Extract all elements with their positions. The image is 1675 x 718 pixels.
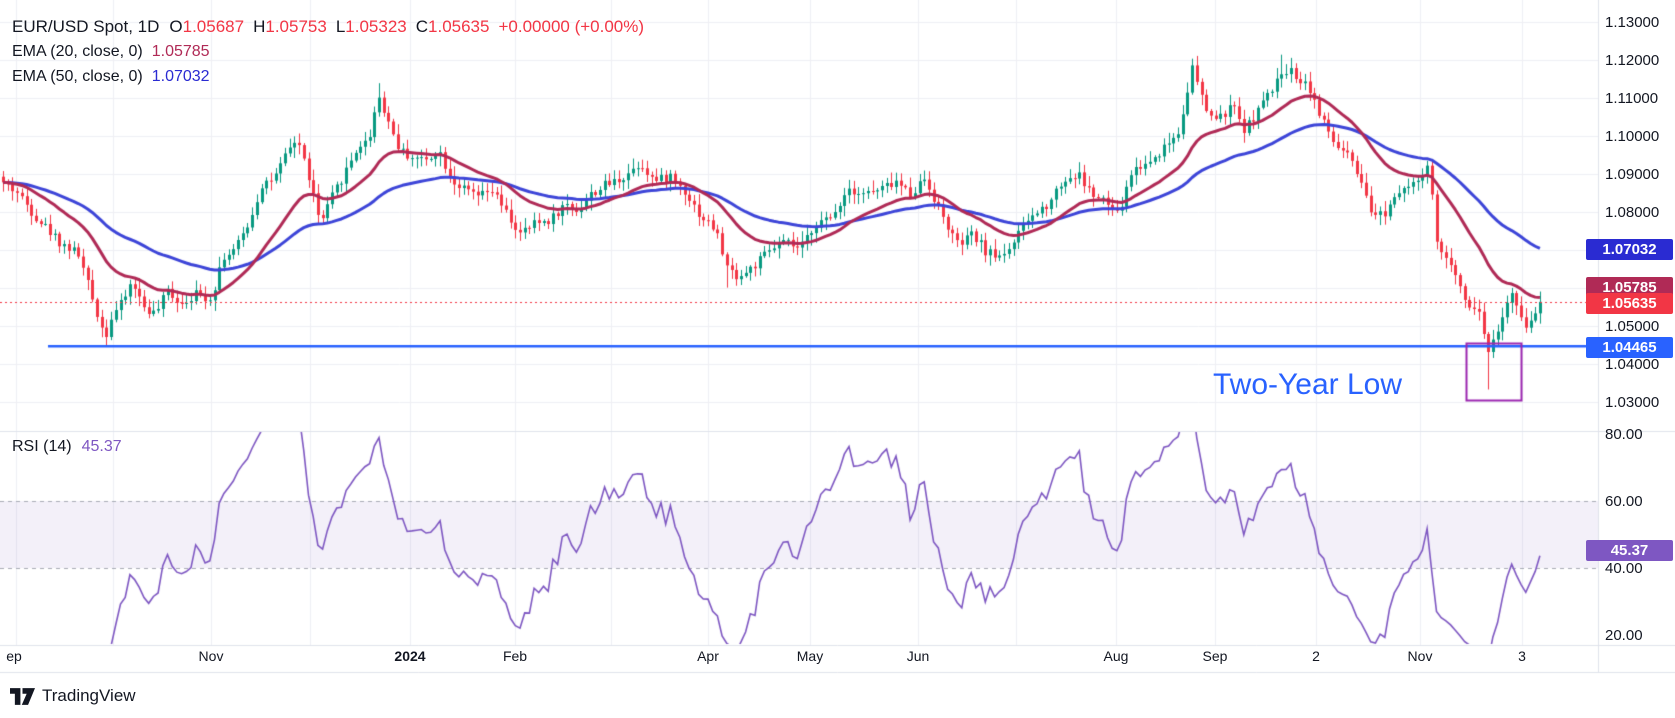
symbol-title[interactable]: EUR/USD Spot, 1D bbox=[12, 16, 160, 36]
price-axis-label: 1.04000 bbox=[1605, 356, 1660, 373]
price-axis-label: 1.08000 bbox=[1605, 204, 1660, 221]
time-axis-label: Jun bbox=[906, 648, 930, 664]
price-axis-label: 1.10000 bbox=[1605, 128, 1660, 145]
chart-plot-area[interactable] bbox=[0, 0, 1675, 676]
time-axis-label: May bbox=[796, 648, 824, 664]
time-axis-label: Sep bbox=[1202, 648, 1228, 664]
tradingview-logo[interactable]: TradingView bbox=[10, 686, 136, 706]
rsi-axis-label: 80.00 bbox=[1605, 426, 1643, 443]
price-badge-1.07032: 1.07032 bbox=[1586, 239, 1673, 260]
indicator-row-ema20[interactable]: EMA (20, close, 0) 1.05785 bbox=[12, 39, 644, 64]
price-badge-1.05635: 1.05635 bbox=[1586, 293, 1673, 314]
tradingview-logo-text: TradingView bbox=[42, 686, 136, 705]
price-axis-label: 1.13000 bbox=[1605, 14, 1660, 31]
price-axis-label: 1.11000 bbox=[1605, 90, 1659, 107]
symbol-title-row[interactable]: EUR/USD Spot, 1D O1.05687 H1.05753 L1.0532… bbox=[12, 14, 644, 39]
time-axis-label: Feb bbox=[502, 648, 528, 664]
time-axis-label: 2024 bbox=[394, 648, 426, 664]
price-axis-label: 1.09000 bbox=[1605, 166, 1660, 183]
time-axis-label: ep bbox=[6, 648, 22, 664]
rsi-axis-label: 60.00 bbox=[1605, 493, 1643, 510]
tradingview-logo-icon bbox=[10, 687, 35, 705]
symbol-legend: EUR/USD Spot, 1D O1.05687 H1.05753 L1.0532… bbox=[12, 14, 644, 89]
time-axis-label: 3 bbox=[1518, 648, 1526, 664]
ohlc-c: C1.05635 bbox=[415, 16, 490, 36]
time-axis-label: Nov bbox=[1407, 648, 1433, 664]
rsi-value: 45.37 bbox=[81, 438, 122, 455]
rsi-axis-label: 40.00 bbox=[1605, 560, 1643, 577]
rsi-legend[interactable]: RSI (14) 45.37 bbox=[12, 438, 122, 456]
ema50-name: EMA (50, close, 0) bbox=[12, 67, 143, 85]
ohlc-h: H1.05753 bbox=[253, 16, 327, 36]
ema50-value: 1.07032 bbox=[151, 67, 210, 85]
ohlc-l: L1.05323 bbox=[335, 16, 407, 36]
indicator-row-ema50[interactable]: EMA (50, close, 0) 1.07032 bbox=[12, 64, 644, 89]
time-axis-label: Apr bbox=[697, 648, 719, 664]
time-axis-label: Nov bbox=[198, 648, 224, 664]
ema20-value: 1.05785 bbox=[151, 42, 210, 60]
price-badge-45.37: 45.37 bbox=[1586, 540, 1673, 561]
rsi-name: RSI (14) bbox=[12, 438, 72, 455]
ohlc-values: O1.05687 H1.05753 L1.05323 C1.05635 bbox=[169, 17, 498, 37]
time-axis-label: Aug bbox=[1103, 648, 1129, 664]
price-badge-1.05785: 1.05785 bbox=[1586, 277, 1673, 298]
ohlc-o: O1.05687 bbox=[169, 16, 245, 36]
price-axis-label: 1.05000 bbox=[1605, 318, 1660, 335]
price-axis-label: 1.03000 bbox=[1605, 394, 1660, 411]
price-axis-label: 1.12000 bbox=[1605, 52, 1660, 69]
change-value: +0.00000 (+0.00%) bbox=[498, 16, 645, 36]
ema20-name: EMA (20, close, 0) bbox=[12, 42, 143, 60]
time-axis-label: 2 bbox=[1312, 648, 1320, 664]
two-year-low-annotation[interactable]: Two-Year Low bbox=[1213, 368, 1402, 401]
price-badge-1.04465: 1.04465 bbox=[1586, 337, 1673, 358]
rsi-axis-label: 20.00 bbox=[1605, 627, 1643, 644]
